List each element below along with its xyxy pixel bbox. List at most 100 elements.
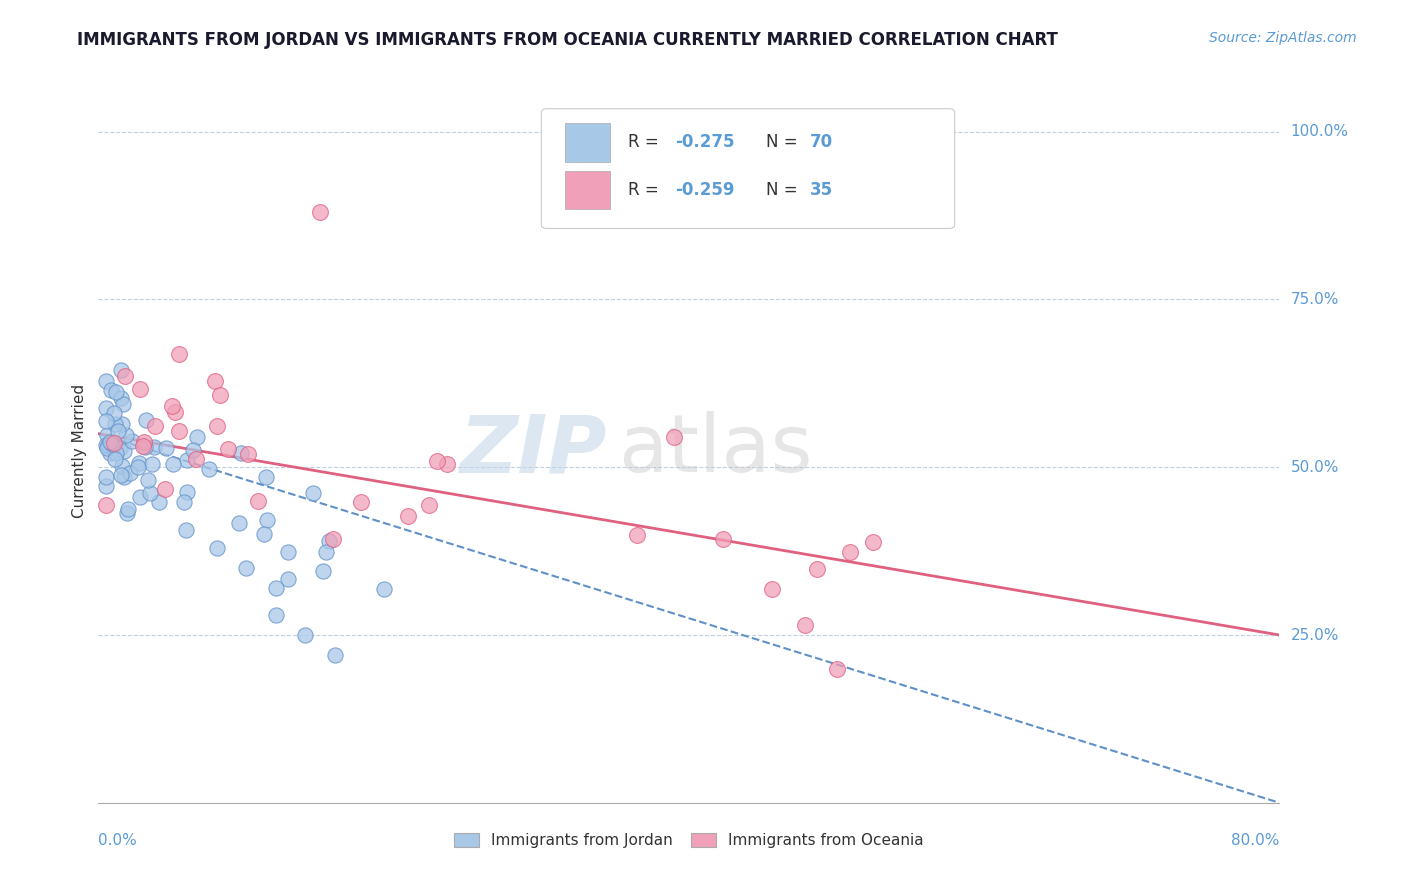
Point [312, 564, 335, 578]
Point [165, 405, 187, 419]
Y-axis label: Currently Married: Currently Married [72, 384, 87, 517]
Point [114, 427, 136, 442]
Point [825, 662, 848, 676]
Point [209, 387, 232, 401]
Point [436, 457, 458, 471]
Point [143, 418, 166, 433]
Point [117, 502, 139, 516]
Point [254, 470, 277, 484]
Point [264, 581, 287, 595]
Point [97, 438, 120, 452]
Point [162, 400, 183, 414]
Text: IMMIGRANTS FROM JORDAN VS IMMIGRANTS FROM OCEANIA CURRENTLY MARRIED CORRELATION : IMMIGRANTS FROM JORDAN VS IMMIGRANTS FRO… [77, 31, 1059, 49]
Text: N =: N = [766, 181, 803, 199]
Point [94, 479, 117, 493]
Point [167, 347, 190, 361]
Point [350, 494, 373, 508]
Point [135, 412, 157, 426]
Point [186, 430, 208, 444]
Point [94, 374, 117, 388]
Text: -0.259: -0.259 [675, 181, 734, 199]
Point [127, 459, 149, 474]
Point [862, 535, 884, 549]
Point [761, 582, 783, 597]
Point [373, 582, 395, 596]
Point [98, 446, 121, 460]
Point [134, 440, 156, 454]
Point [153, 483, 176, 497]
Point [129, 490, 152, 504]
Point [132, 434, 155, 449]
Point [806, 561, 828, 575]
Point [176, 453, 198, 467]
Point [301, 486, 323, 500]
Point [294, 628, 316, 642]
Point [138, 485, 160, 500]
Point [105, 446, 128, 460]
Point [94, 438, 117, 452]
Text: R =: R = [627, 181, 664, 199]
Text: 70: 70 [810, 133, 832, 151]
Point [264, 607, 287, 622]
Text: 35: 35 [810, 181, 832, 199]
Point [94, 498, 117, 512]
Point [112, 397, 135, 411]
Point [793, 618, 815, 632]
Point [94, 401, 117, 415]
Point [141, 457, 163, 471]
Point [115, 506, 138, 520]
Point [396, 509, 419, 524]
Point [104, 384, 127, 399]
Point [111, 417, 134, 432]
Point [204, 375, 226, 389]
Point [174, 523, 197, 537]
Point [110, 391, 132, 405]
Point [129, 383, 152, 397]
Point [315, 545, 337, 559]
Point [235, 561, 257, 575]
Bar [565, 170, 610, 210]
Text: 100.0%: 100.0% [1291, 124, 1348, 139]
Point [148, 494, 170, 508]
Point [162, 457, 184, 471]
Point [228, 516, 250, 530]
Point [181, 442, 204, 457]
Point [104, 417, 127, 432]
Point [662, 430, 685, 444]
Point [110, 468, 132, 483]
Point [322, 532, 344, 546]
Text: ZIP: ZIP [458, 411, 606, 490]
Point [111, 459, 134, 474]
Point [184, 451, 207, 466]
Bar [565, 123, 610, 161]
Point [167, 424, 190, 438]
Text: atlas: atlas [619, 411, 813, 490]
Point [94, 414, 117, 428]
Point [107, 424, 129, 438]
Point [110, 363, 132, 377]
Point [173, 495, 195, 509]
Point [96, 442, 118, 456]
Point [246, 493, 269, 508]
Text: 0.0%: 0.0% [98, 833, 138, 848]
Point [217, 442, 239, 457]
Point [121, 434, 143, 448]
Point [318, 533, 340, 548]
Point [205, 541, 228, 555]
Point [277, 572, 299, 586]
Point [323, 648, 346, 662]
Point [205, 419, 228, 434]
Point [143, 440, 166, 454]
Text: N =: N = [766, 133, 803, 151]
Point [101, 437, 124, 451]
Point [426, 454, 449, 468]
Point [198, 462, 221, 476]
Point [256, 513, 278, 527]
Point [128, 456, 150, 470]
Point [711, 532, 734, 546]
Text: -0.275: -0.275 [675, 133, 734, 151]
Point [103, 435, 125, 450]
Text: 80.0%: 80.0% [1232, 833, 1279, 848]
Point [104, 451, 127, 466]
Text: R =: R = [627, 133, 664, 151]
